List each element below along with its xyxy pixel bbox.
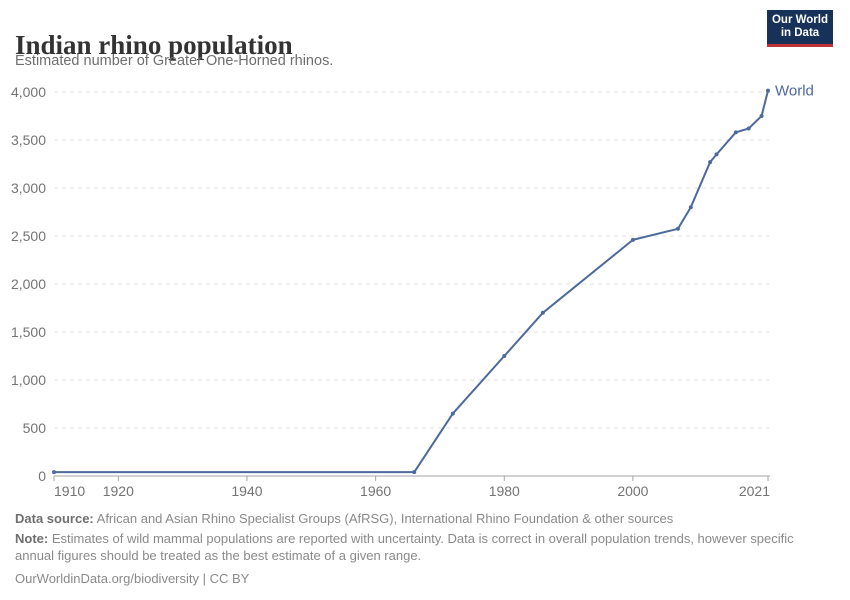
note-label: Note: — [15, 530, 49, 546]
x-axis-tick-label: 1910 — [54, 483, 85, 499]
y-axis-tick-label: 1,000 — [11, 372, 46, 388]
x-axis-tick-label: 1940 — [231, 483, 262, 499]
data-point-marker[interactable] — [630, 237, 635, 242]
note-text: Estimates of wild mammal populations are… — [15, 530, 794, 564]
data-point-marker[interactable] — [502, 354, 507, 358]
data-source-label: Data source: — [15, 511, 94, 526]
data-point-marker[interactable] — [412, 470, 417, 475]
owid-logo[interactable]: Our World in Data — [767, 10, 833, 47]
y-axis-tick-label: 0 — [38, 468, 46, 484]
note-line: Note: Estimates of wild mammal populatio… — [15, 530, 810, 565]
owid-logo-line2: in Data — [780, 27, 820, 39]
data-source-line: Data source: African and Asian Rhino Spe… — [15, 510, 815, 528]
data-point-marker[interactable] — [714, 152, 719, 157]
y-axis-tick-label: 1,500 — [11, 324, 46, 340]
x-axis-tick-label: 1920 — [103, 483, 134, 499]
series-end-label[interactable]: World — [775, 83, 814, 100]
data-source-text: African and Asian Rhino Specialist Group… — [93, 511, 674, 526]
y-axis-tick-label: 3,000 — [11, 180, 46, 196]
x-axis-tick-label: 2021 — [739, 483, 770, 499]
x-axis-tick-label: 1980 — [489, 483, 520, 499]
page-title: Indian rhino population — [15, 30, 293, 61]
data-point-marker[interactable] — [52, 470, 56, 475]
data-point-marker[interactable] — [675, 226, 680, 231]
citation-link[interactable]: OurWorldinData.org/biodiversity | CC BY — [15, 570, 250, 586]
y-axis-tick-label: 2,000 — [11, 276, 46, 292]
data-point-marker[interactable] — [450, 411, 455, 416]
chart-footer: Data source: African and Asian Rhino Spe… — [15, 510, 815, 587]
data-point-marker[interactable] — [759, 114, 764, 118]
x-axis-tick-label: 2000 — [617, 483, 648, 499]
data-point-marker[interactable] — [688, 205, 693, 210]
y-axis-tick-label: 3,500 — [11, 132, 46, 148]
series-line-world[interactable] — [53, 89, 769, 474]
data-point-marker[interactable] — [733, 130, 738, 135]
chart-subtitle: Estimated number of Greater One-Horned r… — [15, 53, 334, 69]
y-axis-tick-label: 500 — [23, 420, 47, 436]
x-axis-tick-label: 1960 — [360, 483, 391, 499]
data-point-marker[interactable] — [540, 310, 545, 315]
data-point-marker[interactable] — [746, 126, 751, 131]
data-point-marker[interactable] — [708, 160, 713, 165]
y-axis-tick-label: 2,500 — [11, 228, 46, 244]
y-axis-tick-label: 4,000 — [11, 84, 46, 100]
data-point-marker[interactable] — [766, 88, 770, 93]
owid-logo-line1: Our World — [771, 13, 828, 26]
